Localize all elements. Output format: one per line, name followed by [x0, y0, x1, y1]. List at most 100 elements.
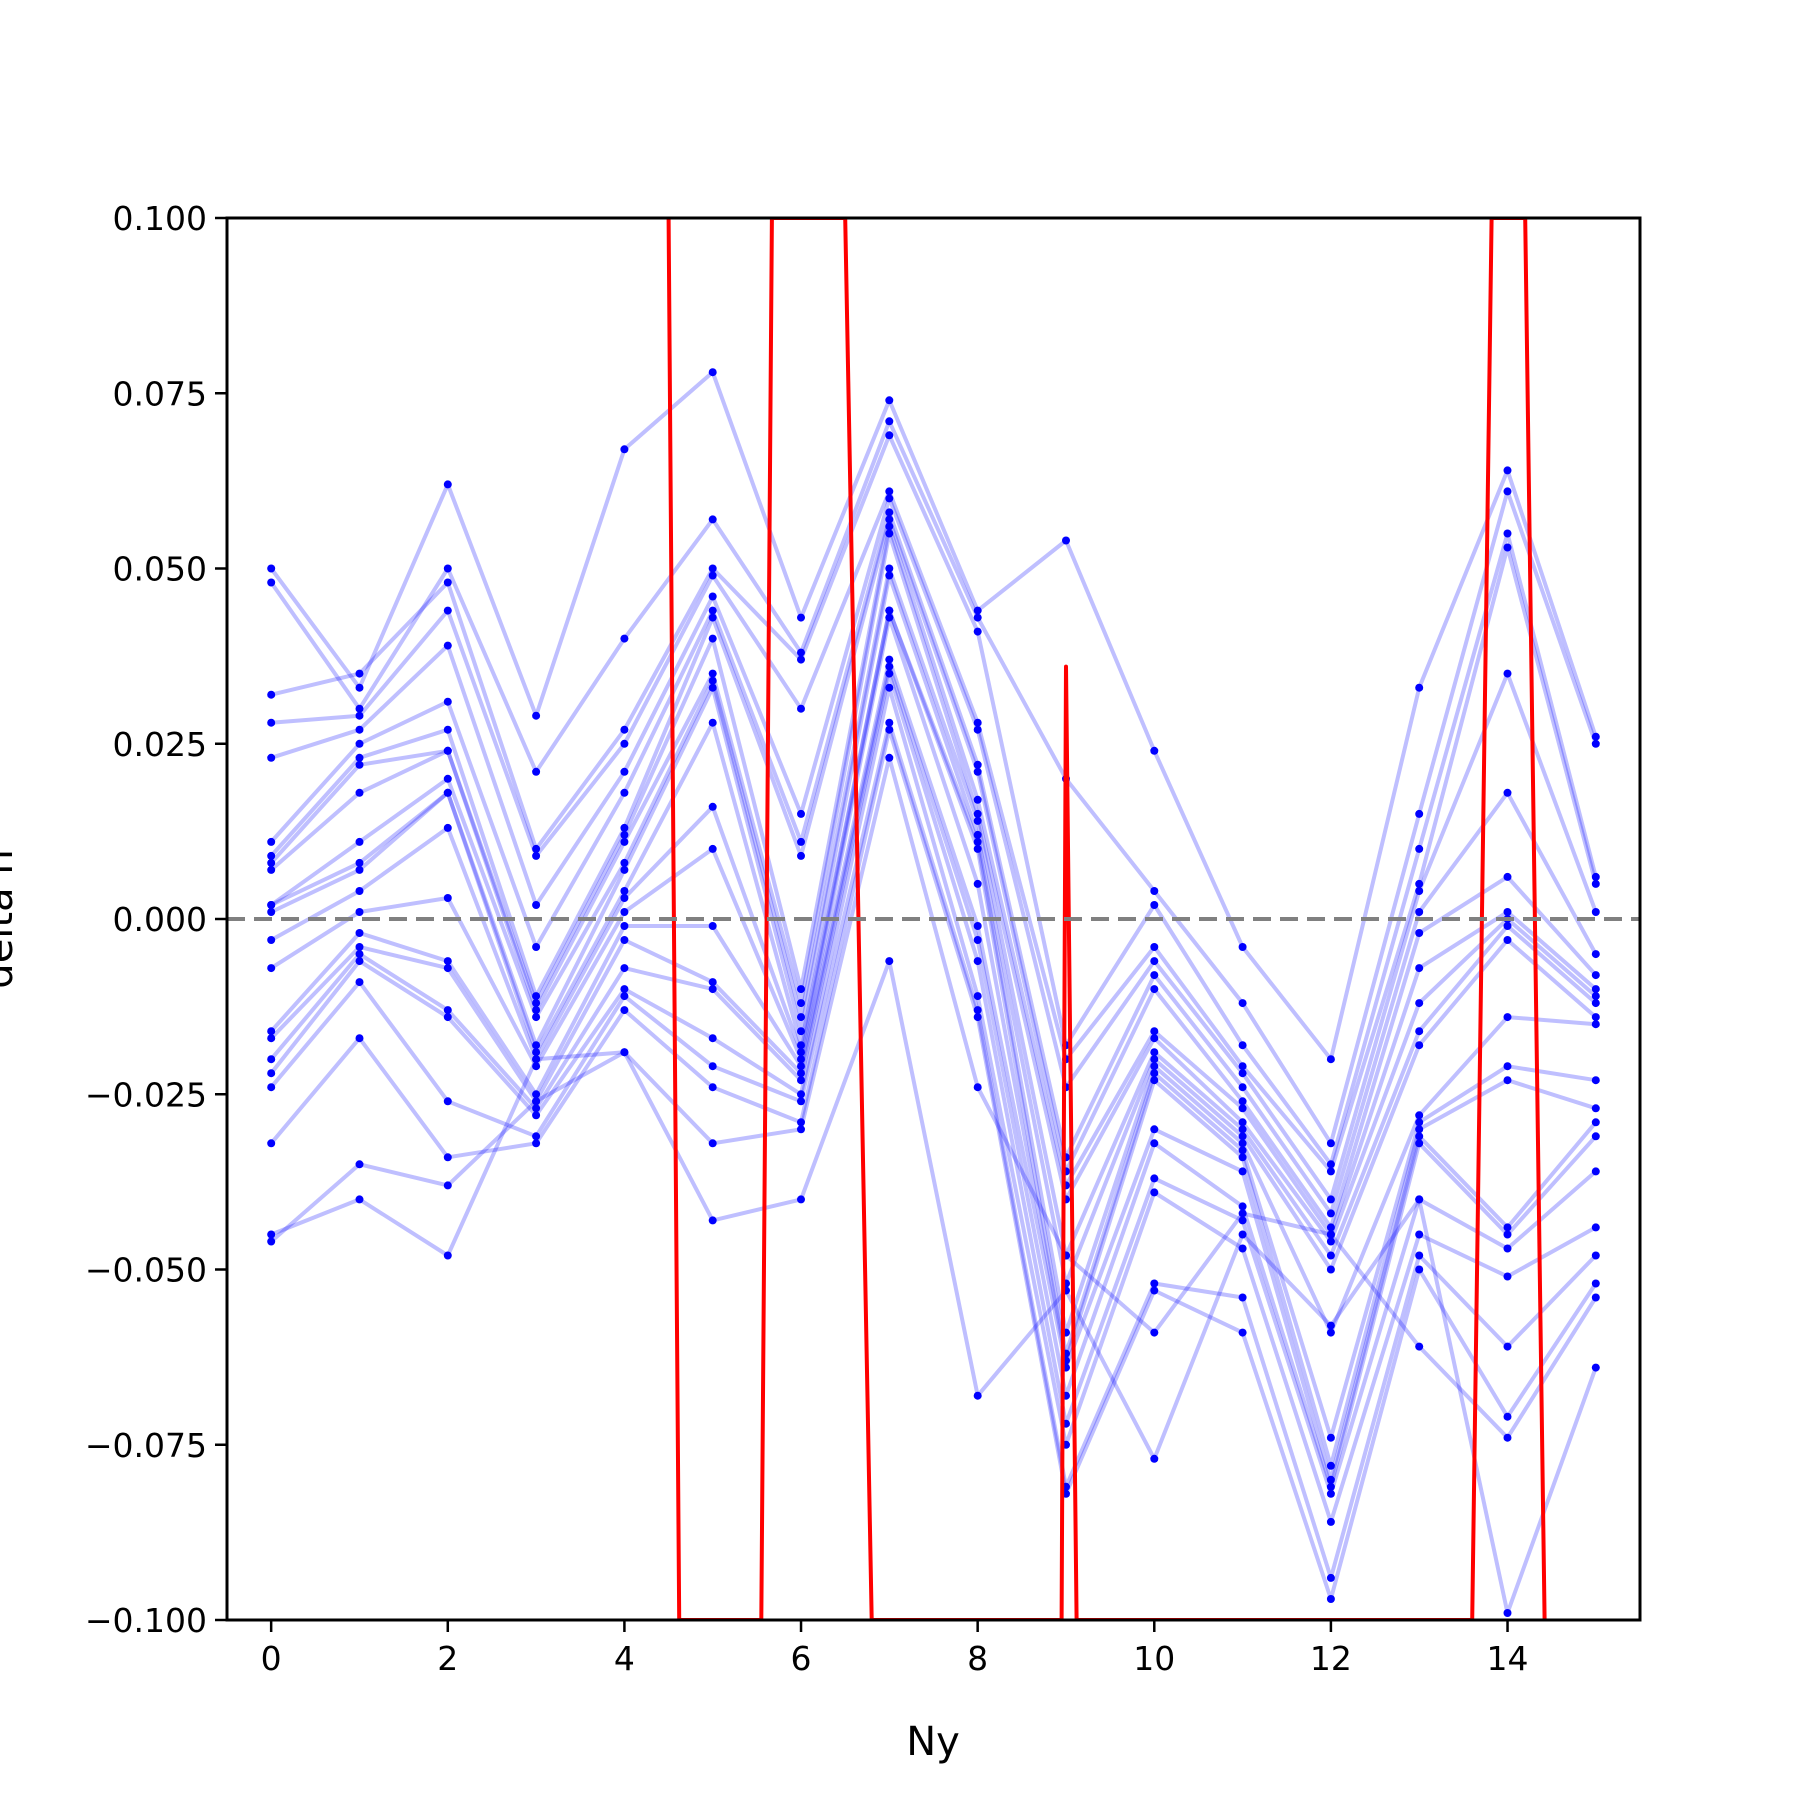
x-axis: 0 2 4 6 8 10 12 14	[261, 1620, 1529, 1678]
data-point	[708, 676, 717, 685]
data-point	[1150, 1055, 1159, 1064]
data-point	[1326, 1167, 1335, 1176]
data-point	[1150, 1188, 1159, 1197]
data-point	[443, 641, 452, 650]
data-point	[1591, 950, 1600, 959]
data-point	[355, 711, 364, 720]
series-line-9	[269, 531, 1598, 1244]
data-point	[708, 1216, 717, 1225]
data-point	[1591, 1076, 1600, 1085]
data-point	[1503, 669, 1512, 678]
data-point	[355, 837, 364, 846]
data-point	[620, 908, 629, 916]
data-point	[443, 578, 452, 587]
data-point	[267, 1055, 276, 1064]
data-point	[1150, 1139, 1159, 1148]
data-point	[355, 908, 364, 916]
data-point	[1238, 1104, 1247, 1113]
data-point	[532, 844, 541, 853]
data-point	[532, 851, 541, 860]
data-point	[532, 1062, 541, 1071]
data-point	[1238, 1202, 1247, 1211]
y-tick-label: −0.050	[85, 1251, 207, 1290]
data-point	[443, 1251, 452, 1260]
series-line-4	[271, 489, 1598, 1174]
data-point	[443, 725, 452, 734]
data-point	[1415, 809, 1424, 818]
series-line-2	[269, 419, 1598, 1146]
data-point	[532, 1132, 541, 1141]
data-point	[973, 830, 982, 839]
x-axis-title: Ny	[906, 1719, 960, 1765]
series-line-3	[270, 433, 1598, 1167]
data-point	[885, 662, 894, 671]
y-axis-title: delta n	[0, 849, 22, 988]
data-point	[1238, 1328, 1247, 1337]
data-point	[708, 985, 717, 994]
data-point	[443, 746, 452, 755]
data-point	[1503, 543, 1512, 552]
data-point	[1326, 1461, 1335, 1470]
data-point	[1415, 964, 1424, 973]
data-point	[267, 1027, 276, 1036]
data-point	[620, 865, 629, 874]
data-point	[1326, 1251, 1335, 1260]
data-point	[1238, 1216, 1247, 1225]
data-point	[885, 529, 894, 538]
data-point	[1415, 1118, 1424, 1127]
data-point	[1326, 1328, 1335, 1337]
data-point	[355, 943, 364, 951]
data-point	[1415, 683, 1424, 692]
y-tick-label: 0.050	[113, 550, 207, 589]
data-point	[973, 809, 982, 818]
data-point	[620, 936, 629, 944]
data-point	[267, 564, 276, 573]
data-point	[532, 1055, 541, 1064]
data-point	[708, 1062, 717, 1071]
data-point	[1326, 1160, 1335, 1169]
data-point	[1415, 1041, 1424, 1050]
data-point	[1591, 1104, 1600, 1113]
data-point	[1150, 887, 1159, 895]
data-point	[1062, 536, 1070, 545]
data-point	[885, 522, 894, 531]
data-point	[1503, 788, 1512, 797]
data-point	[885, 669, 894, 678]
data-point	[443, 606, 452, 615]
y-axis: 0.100 0.075 0.050 0.025 0.000 −0.025 −0.050 −0.…	[85, 199, 227, 1640]
data-point	[797, 1041, 805, 1050]
data-point	[355, 1195, 364, 1204]
data-point	[443, 957, 452, 966]
data-point	[267, 690, 276, 699]
data-point	[443, 1097, 452, 1106]
data-point	[973, 957, 982, 966]
data-point	[1150, 1174, 1159, 1183]
data-point	[973, 767, 982, 776]
data-point	[267, 1139, 276, 1148]
data-point	[1150, 1034, 1159, 1043]
data-point	[1415, 1139, 1424, 1148]
x-tick-label: 12	[1310, 1639, 1352, 1678]
series-line-19	[269, 720, 1598, 1580]
data-point	[443, 823, 452, 832]
x-tick-label: 4	[614, 1639, 635, 1678]
data-point	[708, 1083, 717, 1092]
data-point	[1415, 929, 1424, 937]
data-point	[973, 760, 982, 769]
data-point	[1150, 943, 1159, 951]
data-point	[532, 1006, 541, 1015]
data-point	[532, 1041, 541, 1050]
data-point	[620, 985, 629, 994]
y-tick-label: 0.100	[113, 199, 207, 238]
data-point	[973, 844, 982, 853]
data-point	[973, 718, 982, 727]
data-point	[1503, 922, 1512, 930]
data-point	[267, 851, 276, 860]
data-point	[1238, 1097, 1247, 1106]
data-point	[1591, 1363, 1600, 1372]
data-point	[443, 964, 452, 973]
data-point	[1503, 872, 1512, 881]
data-point	[708, 683, 717, 692]
data-point	[1503, 1062, 1512, 1071]
data-point	[1591, 1013, 1600, 1022]
